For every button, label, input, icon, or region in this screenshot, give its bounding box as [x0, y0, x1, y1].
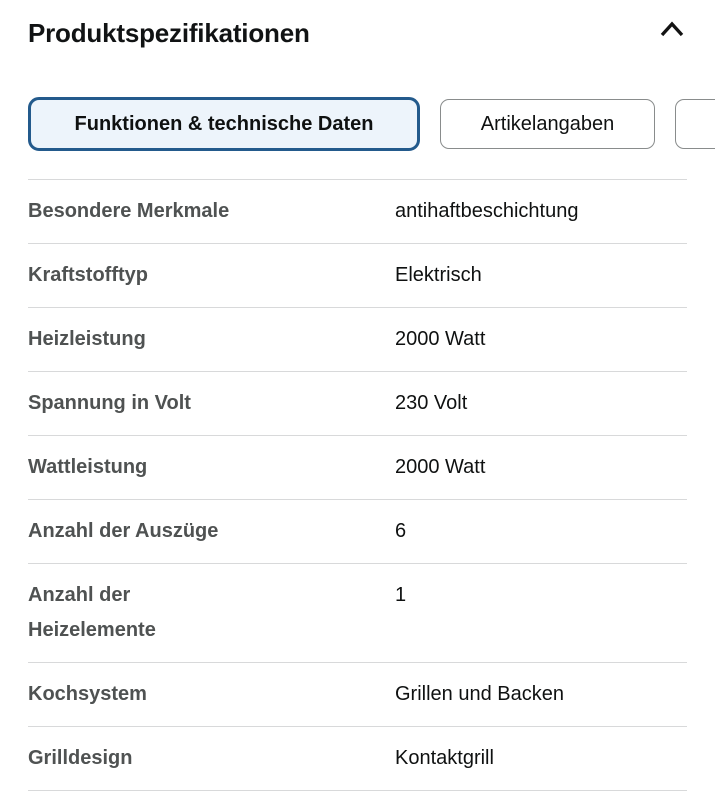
table-row: Spannung in Volt 230 Volt: [28, 372, 687, 436]
spec-label: Kraftstofftyp: [28, 264, 148, 286]
spec-value: 1: [395, 584, 407, 606]
spec-value: 6: [395, 520, 407, 542]
spec-value: Grillen und Backen: [395, 683, 564, 705]
table-row: Wattleistung 2000 Watt: [28, 436, 687, 500]
spec-table: Besondere Merkmale antihaftbeschichtung …: [28, 179, 687, 791]
spec-label: Anzahl der Heizelemente: [28, 584, 156, 641]
table-row: Anzahl der Auszüge 6: [28, 500, 687, 564]
tab-partial-offscreen[interactable]: [675, 99, 715, 149]
table-row: Besondere Merkmale antihaftbeschichtung: [28, 180, 687, 244]
chevron-up-icon[interactable]: [657, 17, 687, 43]
spec-value: 2000 Watt: [395, 328, 486, 350]
section-header[interactable]: Produktspezifikationen: [28, 0, 687, 50]
section-title: Produktspezifikationen: [28, 18, 310, 48]
spec-value: Kontaktgrill: [395, 747, 494, 769]
spec-label: Heizleistung: [28, 328, 146, 350]
tab-bar: Funktionen & technische Daten Artikelang…: [28, 97, 715, 151]
tab-funktionen-technische-daten[interactable]: Funktionen & technische Daten: [28, 97, 420, 151]
spec-label: Wattleistung: [28, 456, 148, 478]
tab-artikelangaben[interactable]: Artikelangaben: [440, 99, 655, 149]
spec-value: antihaftbeschichtung: [395, 200, 579, 222]
table-row: Kochsystem Grillen und Backen: [28, 663, 687, 727]
table-row: Anzahl der Heizelemente 1: [28, 564, 687, 663]
spec-value: 2000 Watt: [395, 456, 486, 478]
spec-label: Grilldesign: [28, 747, 133, 769]
table-row: Grilldesign Kontaktgrill: [28, 727, 687, 791]
table-row: Kraftstofftyp Elektrisch: [28, 244, 687, 308]
spec-label: Spannung in Volt: [28, 392, 191, 414]
spec-value: Elektrisch: [395, 264, 482, 286]
spec-value: 230 Volt: [395, 392, 468, 414]
table-row: Heizleistung 2000 Watt: [28, 308, 687, 372]
spec-label: Anzahl der Auszüge: [28, 520, 219, 542]
spec-label: Kochsystem: [28, 683, 147, 705]
spec-label: Besondere Merkmale: [28, 200, 230, 222]
